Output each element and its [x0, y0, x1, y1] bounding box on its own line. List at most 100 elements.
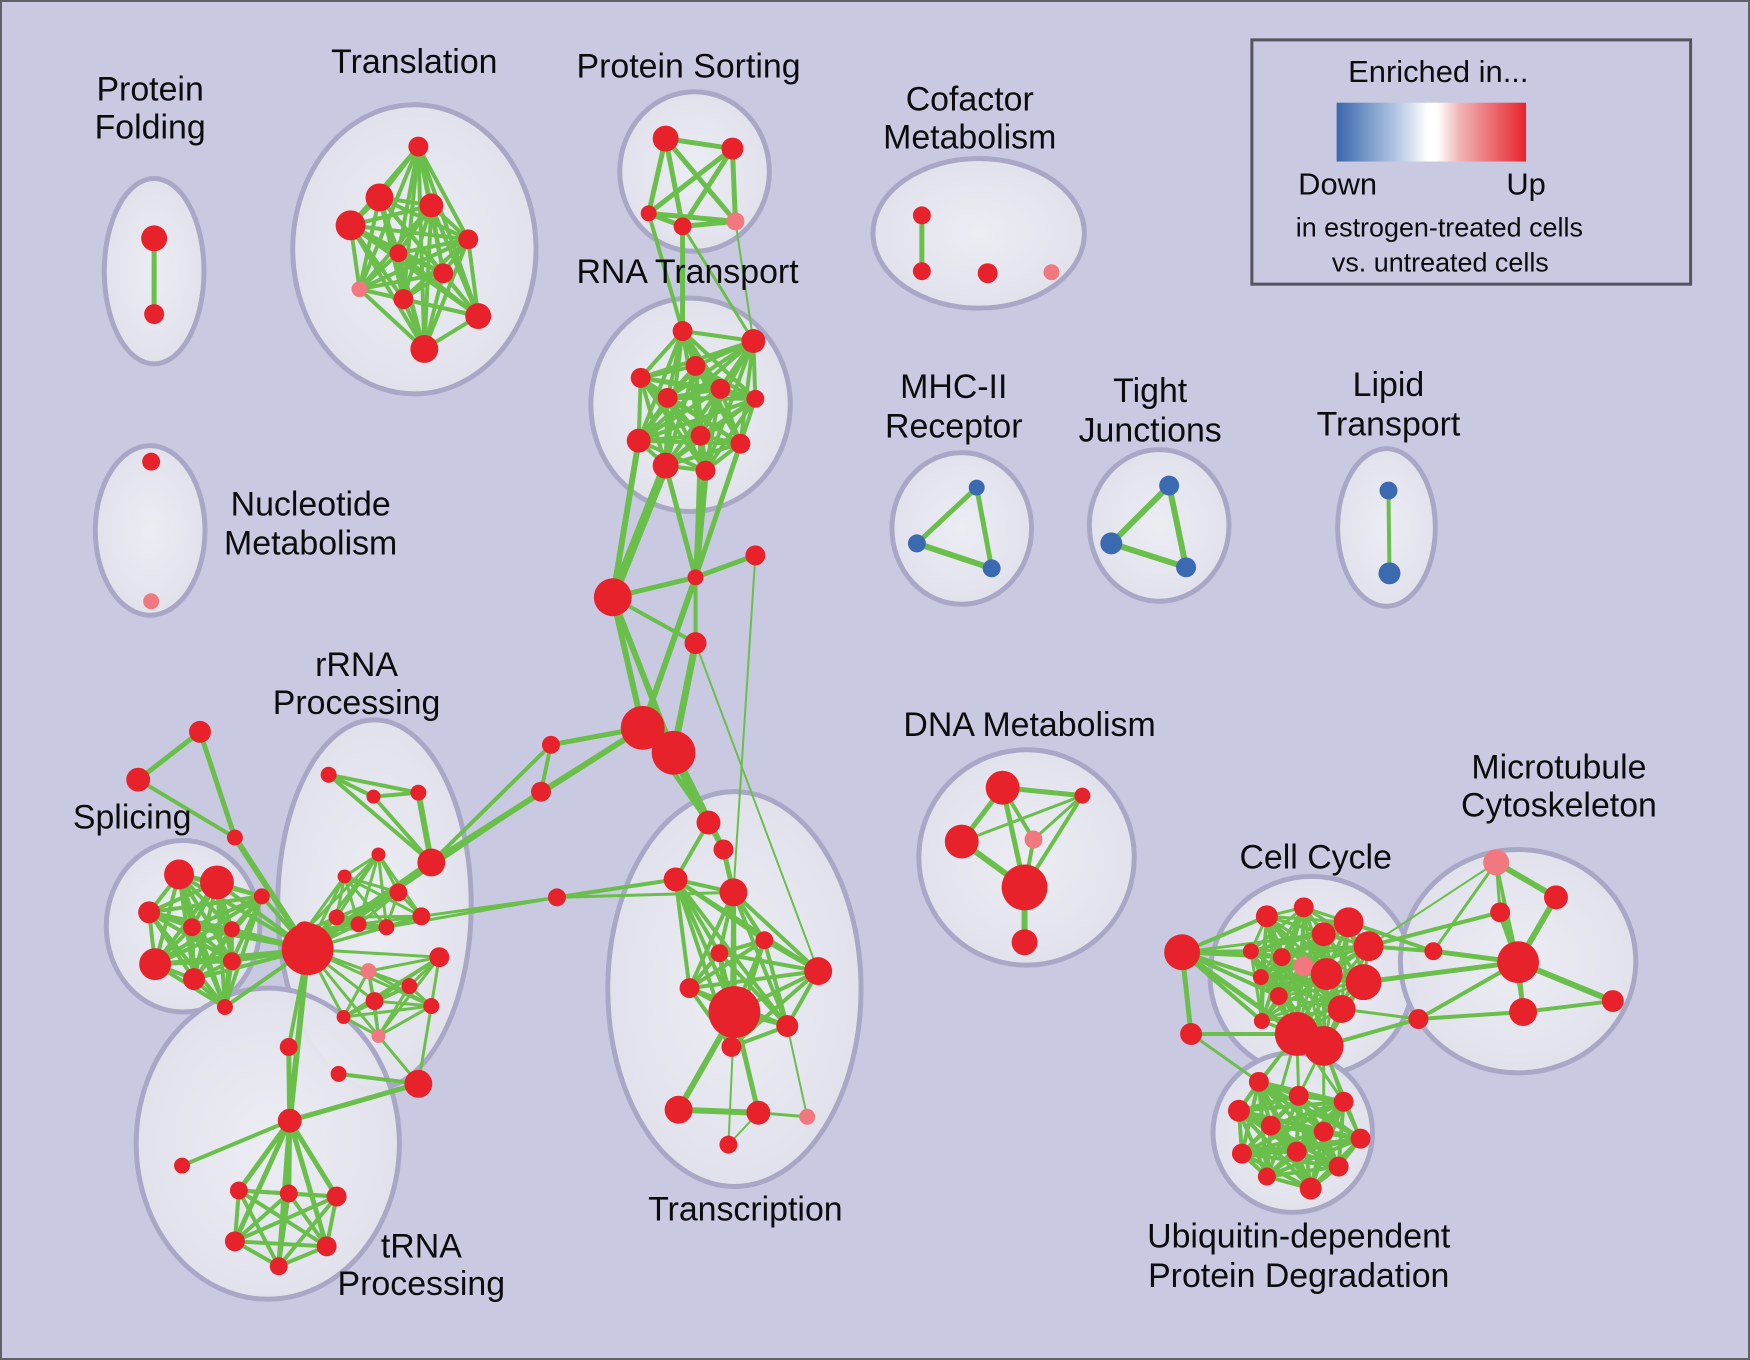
gene-set-node [199, 865, 234, 900]
gene-set-node [730, 433, 751, 454]
gene-set-node [1260, 1115, 1281, 1136]
gene-set-node [1293, 897, 1314, 918]
gene-set-node [977, 263, 998, 284]
cluster-label: Processing [273, 684, 441, 722]
similarity-edge [636, 386, 723, 443]
gene-set-node [1544, 885, 1568, 910]
cluster-label: RNA Transport [576, 253, 799, 291]
similarity-edge [1179, 949, 1300, 1037]
gene-set-node [337, 869, 352, 884]
gene-set-node [679, 978, 700, 999]
gene-set-node [1253, 1013, 1270, 1029]
gene-set-node [1509, 998, 1538, 1026]
gene-set-node [1353, 931, 1384, 962]
similarity-edge [422, 237, 471, 351]
gene-set-node [1350, 1128, 1371, 1149]
similarity-edge [1416, 1010, 1526, 1021]
similarity-edge [396, 237, 471, 256]
gene-set-node [1483, 849, 1510, 876]
similarity-edge [343, 874, 423, 918]
cluster-label: Translation [331, 43, 497, 81]
similarity-edge [1260, 932, 1326, 1023]
gene-set-node [776, 1015, 799, 1037]
cluster-label: Processing [338, 1265, 506, 1303]
gene-set-node [350, 916, 367, 933]
similarity-edge [232, 1239, 329, 1249]
gene-set-node [410, 784, 427, 801]
gene-set-node [541, 735, 560, 754]
gene-set-node [1159, 475, 1180, 496]
similarity-edge [717, 951, 821, 974]
similarity-edge [357, 287, 427, 351]
gene-set-node [685, 355, 706, 376]
gene-set-node [726, 212, 745, 231]
cluster-label: Microtubule [1471, 749, 1646, 787]
cluster-label: Splicing [73, 799, 192, 837]
gene-set-node [1408, 1009, 1429, 1029]
gene-set-node [143, 593, 160, 610]
gene-set-node [335, 210, 366, 241]
gene-set-node [365, 183, 394, 212]
similarity-edge [357, 271, 446, 292]
legend-caption-line2: vs. untreated cells [1332, 247, 1549, 277]
gene-set-node [1227, 1099, 1250, 1122]
cluster-label: DNA Metabolism [903, 706, 1155, 744]
similarity-edge [1521, 999, 1615, 1015]
similarity-edge [693, 441, 743, 580]
gene-set-node [626, 428, 651, 453]
gene-set-node [1299, 1177, 1322, 1200]
similarity-edge [663, 463, 699, 580]
cluster-label: Lipid [1353, 366, 1425, 404]
gene-set-node [226, 829, 243, 846]
gene-set-node [695, 460, 716, 481]
cluster-ellipse-trna-processing [133, 985, 402, 1302]
gene-set-node [336, 1010, 351, 1024]
similarity-edge [680, 146, 735, 229]
gene-set-node [423, 998, 440, 1015]
similarity-edge [303, 874, 347, 933]
gene-set-node [183, 918, 201, 937]
gene-set-node [144, 304, 165, 325]
similarity-edge [609, 594, 646, 731]
similarity-edge [396, 251, 481, 319]
similarity-edge [348, 223, 471, 242]
gene-set-node [320, 766, 337, 783]
gene-set-node [412, 907, 431, 926]
cluster-label: tRNA [381, 1227, 462, 1265]
similarity-edge [286, 946, 311, 1124]
gene-set-node [912, 206, 931, 225]
similarity-edge [663, 386, 723, 468]
cluster-label: Cell Cycle [1239, 838, 1391, 876]
cluster-label: Junctions [1079, 412, 1222, 450]
similarity-edge [731, 890, 821, 974]
similarity-edge [608, 461, 671, 602]
cluster-label: Cytoskeleton [1461, 787, 1657, 825]
gene-set-node [1252, 969, 1269, 986]
cluster-label: Folding [95, 109, 206, 147]
similarity-edge [348, 223, 427, 351]
similarity-edge [1249, 905, 1306, 953]
gene-set-node [141, 225, 168, 252]
gene-set-node [277, 1108, 302, 1133]
similarity-edge [1431, 860, 1498, 953]
gene-set-node [142, 452, 161, 471]
gene-set-node [1328, 1156, 1349, 1177]
similarity-edge [734, 220, 755, 342]
similarity-edge [1239, 1151, 1341, 1169]
gene-set-node [684, 632, 707, 655]
gene-set-node [687, 569, 704, 586]
similarity-edge [687, 969, 821, 991]
gene-set-node [1490, 902, 1511, 923]
similarity-edge [376, 1004, 433, 1038]
gene-set-node [1379, 481, 1398, 500]
gene-set-node [799, 1108, 816, 1125]
gene-set-node [710, 944, 729, 963]
gene-set-node [393, 289, 414, 310]
cluster-label: Metabolism [224, 524, 397, 562]
gene-set-node [982, 559, 1001, 578]
gene-set-node [741, 329, 766, 353]
gene-set-node [253, 888, 270, 905]
similarity-edge [376, 852, 388, 929]
gene-set-node [531, 781, 551, 802]
